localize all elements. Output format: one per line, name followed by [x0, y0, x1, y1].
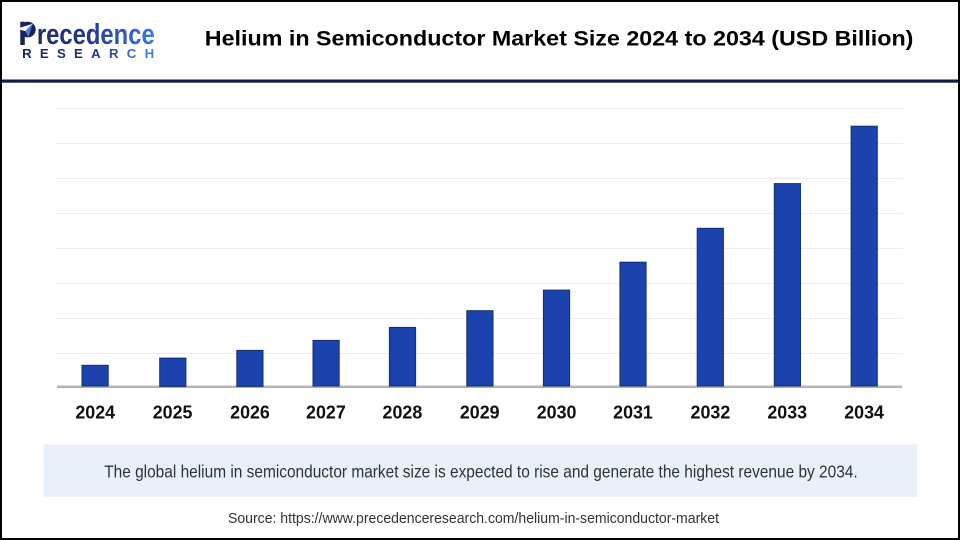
svg-text:Source: https://www.precedence: Source: https://www.precedenceresearch.c… [228, 511, 719, 527]
svg-text:2031: 2031 [613, 402, 653, 422]
svg-text:2029: 2029 [460, 402, 500, 422]
svg-text:recedence: recedence [37, 18, 155, 50]
svg-text:2032: 2032 [691, 402, 731, 422]
svg-text:2027: 2027 [306, 402, 346, 422]
svg-text:2025: 2025 [153, 402, 193, 422]
svg-text:2034: 2034 [844, 402, 884, 422]
svg-text:Helium in Semiconductor Market: Helium in Semiconductor Market Size 2024… [205, 26, 914, 50]
svg-text:2030: 2030 [537, 402, 577, 422]
svg-text:The global helium in semicondu: The global helium in semiconductor marke… [104, 462, 858, 482]
svg-text:2026: 2026 [230, 402, 270, 422]
svg-text:2028: 2028 [383, 402, 423, 422]
svg-text:2024: 2024 [75, 402, 115, 422]
svg-text:2033: 2033 [767, 402, 807, 422]
